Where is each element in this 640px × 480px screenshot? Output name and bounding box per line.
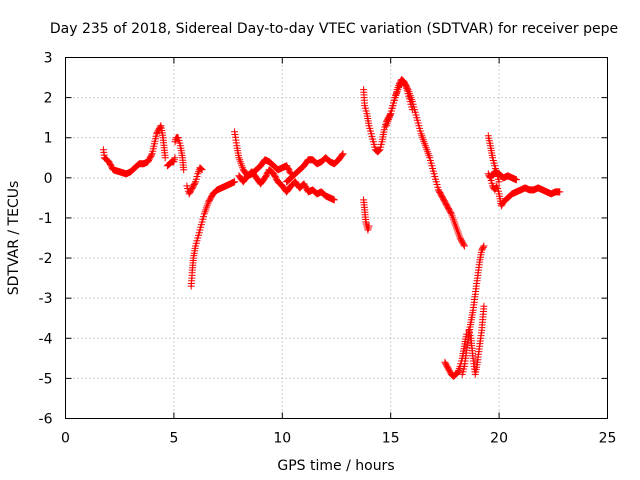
y-tick-label: 2 (44, 91, 53, 107)
data-points (99, 76, 564, 380)
data-point (403, 84, 411, 92)
x-tick-label: 25 (599, 431, 617, 447)
data-segment (382, 78, 468, 250)
y-tick-label: 3 (44, 51, 53, 67)
data-segment (441, 330, 471, 380)
y-tick-label: -2 (39, 251, 53, 267)
data-point (286, 169, 294, 176)
x-tick-label: 15 (382, 431, 400, 447)
y-tick-labels: -6 -5 -4 -3 -2 -1 0 1 2 3 (39, 51, 53, 428)
data-point (197, 165, 205, 172)
data-point (480, 242, 488, 250)
data-point (197, 165, 205, 173)
x-axis-label: GPS time / hours (277, 458, 394, 474)
data-segment (187, 178, 239, 290)
data-point (161, 154, 169, 162)
x-tick-label: 10 (273, 431, 291, 447)
data-point (148, 151, 155, 159)
y-tick-label: -5 (39, 371, 53, 387)
y-axis-label: SDTVAR / TECUs (6, 181, 22, 296)
y-tick-label: -6 (39, 412, 53, 428)
data-segment (235, 166, 338, 204)
data-segment (171, 134, 188, 174)
data-point (338, 151, 346, 159)
data-point (512, 176, 520, 184)
data-point (460, 242, 468, 250)
data-segment (458, 242, 488, 378)
x-tick-labels: 0 5 10 15 20 25 (61, 431, 616, 447)
data-segment (99, 122, 169, 178)
data-point (198, 166, 206, 174)
x-tick-label: 0 (61, 431, 70, 447)
data-segment (183, 164, 206, 198)
data-point (479, 243, 487, 251)
y-tick-label: -1 (39, 211, 53, 227)
data-point (156, 123, 164, 131)
data-point (191, 179, 199, 187)
data-point (231, 178, 239, 186)
data-segment (163, 154, 179, 170)
data-segment (486, 168, 520, 184)
data-point (365, 222, 373, 230)
x-tick-label: 20 (490, 431, 508, 447)
data-point (480, 302, 488, 310)
y-tick-label: -3 (39, 291, 53, 307)
data-point (374, 147, 382, 155)
y-tick-label: 1 (44, 131, 53, 147)
chart-title: Day 235 of 2018, Sidereal Day-to-day VTE… (50, 21, 618, 37)
data-point (375, 146, 383, 154)
data-point (495, 178, 503, 186)
ticks (65, 57, 608, 419)
data-segment (360, 196, 373, 234)
data-segment (283, 150, 347, 186)
y-tick-label: -4 (39, 331, 53, 347)
data-point (556, 188, 564, 196)
data-point (180, 166, 188, 174)
data-point (492, 183, 500, 191)
data-segment (231, 128, 295, 180)
data-point (447, 209, 455, 217)
data-point (460, 241, 468, 249)
data-segment (465, 302, 488, 378)
data-point (330, 196, 338, 204)
x-tick-label: 5 (169, 431, 178, 447)
data-point (339, 150, 347, 158)
y-tick-label: 0 (44, 171, 53, 187)
data-point (171, 154, 179, 162)
grid (65, 57, 608, 419)
plot-frame (65, 57, 608, 419)
